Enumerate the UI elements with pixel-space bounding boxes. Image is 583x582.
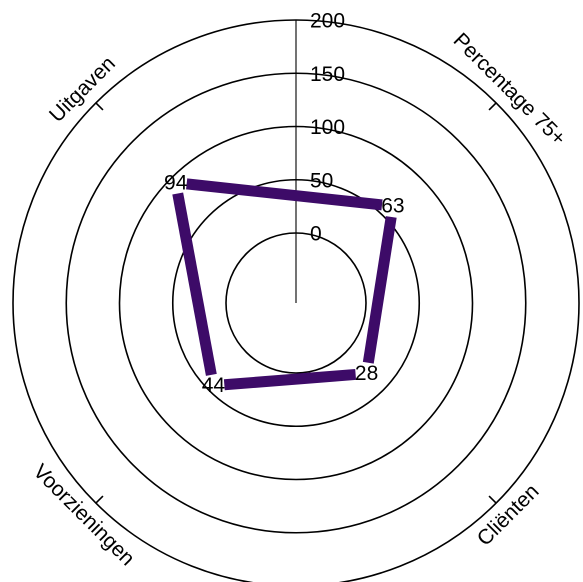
series-segment-1 bbox=[223, 368, 357, 391]
radar-grid bbox=[12, 19, 580, 582]
axis-label-3: Uitgaven bbox=[45, 52, 120, 127]
axis-tick-2 bbox=[95, 495, 104, 504]
radar-series bbox=[172, 178, 397, 391]
axis-tick-1 bbox=[488, 495, 497, 504]
data-label-uitgaven: 94 bbox=[164, 171, 188, 194]
series-segment-2 bbox=[172, 192, 217, 376]
radial-tick-label-100: 100 bbox=[310, 116, 345, 139]
axis-tick-3 bbox=[95, 102, 104, 111]
data-label-voorzieningen: 44 bbox=[202, 374, 226, 397]
axis-label-2: Voorzieningen bbox=[29, 460, 139, 570]
data-label-percentage-75-: 63 bbox=[381, 195, 404, 218]
radial-tick-label-0: 0 bbox=[310, 223, 322, 246]
radial-tick-label-150: 150 bbox=[310, 63, 345, 86]
series-segment-0 bbox=[362, 216, 397, 364]
axis-tick-0 bbox=[488, 102, 497, 111]
radial-tick-label-50: 50 bbox=[310, 169, 333, 192]
radial-tick-label-200: 200 bbox=[310, 10, 345, 33]
data-label-cli-nten: 28 bbox=[355, 362, 378, 385]
series-segment-3 bbox=[186, 178, 383, 211]
axis-label-0: Percentage 75+ bbox=[449, 29, 571, 151]
